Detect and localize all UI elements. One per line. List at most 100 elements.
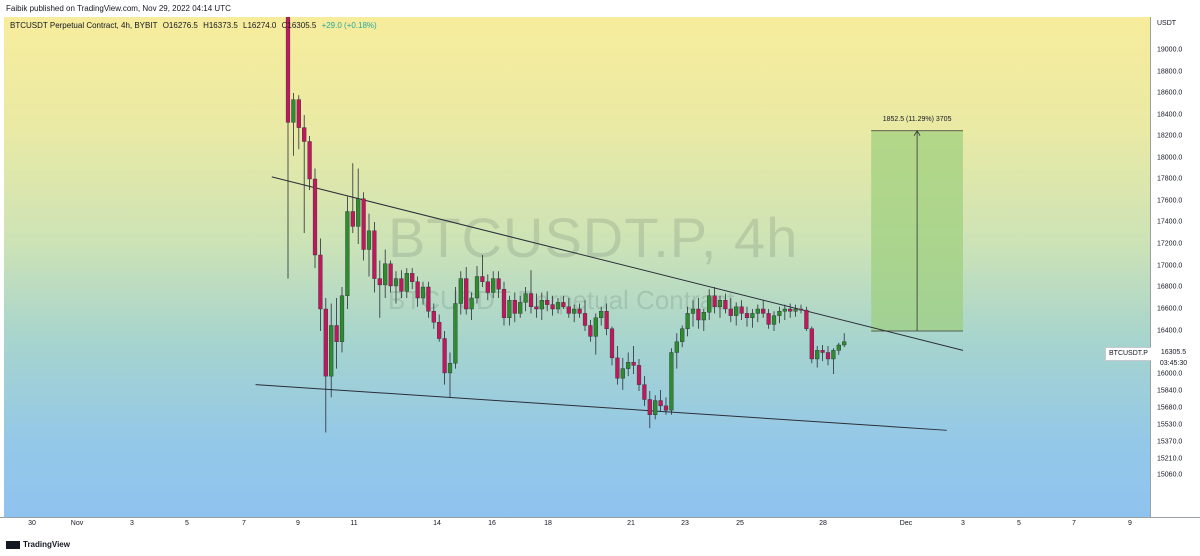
candle-body <box>453 303 458 364</box>
candle <box>345 196 350 309</box>
candle <box>577 303 582 318</box>
footer-brand: TradingView <box>23 540 70 549</box>
candle-body <box>793 308 798 312</box>
candle <box>739 300 744 320</box>
candle <box>372 222 377 293</box>
candle-body <box>485 281 490 293</box>
date-tick: 7 <box>1072 520 1076 527</box>
tradingview-logo[interactable]: TradingView <box>6 540 70 549</box>
candle <box>734 302 739 326</box>
candle <box>588 320 593 342</box>
candle-body <box>307 141 312 180</box>
chart-plot-area[interactable]: BTCUSDT.P, 4h BTCUSDT Perpetual Contract… <box>4 17 1150 517</box>
candle <box>383 249 388 298</box>
measure-group: 1852.5 (11.29%) 3705 <box>871 116 963 332</box>
watermark-name: BTCUSDT Perpetual Contract <box>388 285 735 315</box>
candle <box>464 267 469 315</box>
candle <box>312 168 318 269</box>
candle <box>831 348 836 374</box>
candle <box>626 352 631 377</box>
price-axis[interactable]: USDT 19000.0 18800.0 18600.0 18400.0 18200.0… <box>1150 17 1200 517</box>
candle-body <box>431 311 436 323</box>
candle <box>302 115 307 233</box>
trendline-group <box>255 176 964 431</box>
candle <box>518 295 523 318</box>
candle <box>539 292 544 320</box>
price-tick: 17000.0 <box>1157 262 1183 270</box>
date-tick: 11 <box>350 520 358 527</box>
candle-body <box>447 363 453 374</box>
candle-body <box>723 300 728 310</box>
candle <box>685 306 690 337</box>
candle <box>599 306 604 326</box>
candlestick-chart[interactable]: 1852.5 (11.29%) 3705 <box>4 17 1150 517</box>
candle <box>339 287 345 353</box>
candle-body <box>356 198 361 227</box>
upper-trendline <box>271 176 964 351</box>
candle-body <box>545 300 550 305</box>
candle-body <box>561 302 566 307</box>
date-tick: 16 <box>488 520 496 527</box>
legend-low: L16274.0 <box>243 21 277 30</box>
candle <box>604 303 609 336</box>
candle <box>809 326 814 364</box>
price-tick: 16800.0 <box>1157 283 1183 291</box>
date-tick: 9 <box>296 520 300 527</box>
candle-body <box>631 361 636 366</box>
candle-body <box>329 325 334 377</box>
price-tick: 16000.0 <box>1157 370 1183 378</box>
candle <box>377 260 382 318</box>
candle-body <box>372 230 377 279</box>
candle-body <box>491 278 496 293</box>
candle-body <box>674 341 679 353</box>
watermark-ticker: BTCUSDT.P, 4h <box>388 206 799 269</box>
candle <box>701 309 706 331</box>
candle-group <box>285 17 847 433</box>
date-tick: 23 <box>681 520 689 527</box>
candle-body <box>653 400 658 416</box>
candle-body <box>788 308 793 312</box>
candle-body <box>296 99 301 128</box>
candle <box>458 271 463 315</box>
candle <box>507 295 512 326</box>
candle-body <box>755 308 760 314</box>
candle-body <box>669 352 674 411</box>
candle <box>393 271 399 304</box>
candle <box>485 274 490 301</box>
candle <box>744 306 750 327</box>
candle-body <box>804 309 809 330</box>
candle <box>469 292 474 320</box>
legend-change: +29.0 (+0.18%) <box>321 21 377 30</box>
candle-body <box>761 308 766 314</box>
candle-body <box>831 350 836 360</box>
date-tick: 5 <box>1017 520 1021 527</box>
candle-body <box>599 311 604 319</box>
candle <box>491 271 496 298</box>
candle-body <box>766 313 771 325</box>
candle <box>707 289 712 320</box>
candle <box>728 298 733 323</box>
footer: TradingView <box>0 534 1200 556</box>
price-tick: 15060.0 <box>1157 471 1183 479</box>
candle-body <box>480 276 485 282</box>
candle-body <box>518 302 523 314</box>
candle-body <box>285 17 291 123</box>
candle <box>680 325 685 348</box>
candle-body <box>555 302 561 310</box>
candle-body <box>690 308 696 314</box>
candle <box>631 346 636 374</box>
candle-body <box>588 325 593 337</box>
price-tick: 18000.0 <box>1157 154 1183 162</box>
candle <box>399 270 404 298</box>
candle <box>842 333 847 348</box>
candle <box>545 291 550 312</box>
candle-body <box>782 308 787 312</box>
candle <box>696 298 701 329</box>
publish-header: Faibik published on TradingView.com, Nov… <box>0 0 1200 17</box>
measure-label: 1852.5 (11.29%) 3705 <box>883 116 952 123</box>
time-axis[interactable]: 30 Nov 3 5 7 9 11 14 16 18 21 23 25 28 Dec 3 5 7 9 <box>0 517 1200 534</box>
candle-body <box>426 286 431 312</box>
candle-body <box>707 295 712 313</box>
candle-body <box>825 352 831 360</box>
candle <box>642 376 647 406</box>
